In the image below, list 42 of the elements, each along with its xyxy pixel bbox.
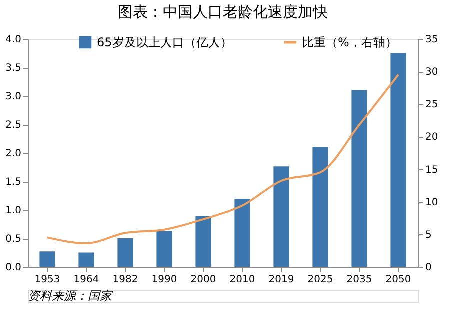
bar	[390, 53, 406, 267]
bar	[352, 90, 368, 267]
x-tick-label: 2019	[268, 274, 294, 286]
text: 资料来源：国家	[28, 289, 114, 303]
bar	[312, 147, 328, 267]
legend-label: 65岁及以上人口（亿人）	[97, 36, 232, 50]
y-tick-label: 1.5	[6, 177, 22, 188]
x-tick-label: 1990	[152, 274, 178, 286]
x-tick-label: 2000	[190, 274, 216, 286]
y2-tick-label: 30	[426, 67, 438, 78]
y-tick-label: 0.0	[6, 262, 22, 274]
bar	[274, 166, 290, 267]
x-tick-label: 2035	[346, 274, 372, 286]
y-tick-label: 2.5	[6, 120, 22, 131]
y2-tick-label: 35	[426, 34, 438, 46]
y2-tick-label: 15	[426, 164, 438, 176]
y2-tick-label: 10	[426, 197, 438, 208]
y2-tick-label: 5	[426, 230, 432, 241]
y-tick-label: 2.0	[6, 148, 22, 160]
bar	[156, 231, 172, 267]
x-tick-label: 1982	[112, 274, 138, 286]
bar	[40, 252, 56, 267]
legend-label: 比重（%，右轴）	[302, 36, 398, 50]
x-tick-label: 1953	[34, 274, 60, 286]
line-series	[46, 74, 400, 245]
bar	[118, 238, 134, 267]
x-tick-label: 2050	[386, 274, 412, 286]
y-tick-label: 4.0	[6, 34, 22, 46]
y2-tick-label: 20	[426, 132, 438, 144]
y-tick-label: 3.5	[6, 63, 22, 74]
y2-tick-label: 0	[426, 262, 432, 274]
y2-tick-label: 25	[426, 100, 438, 111]
y-tick-label: 1.0	[6, 206, 22, 216]
x-tick-label: 2010	[230, 274, 256, 286]
x-tick-label: 1964	[74, 274, 100, 286]
bar	[78, 252, 94, 267]
x-tick-label: 2025	[308, 274, 334, 286]
y-tick-label: 3.0	[6, 92, 22, 102]
bar	[234, 199, 250, 267]
bar	[196, 216, 212, 267]
chart-title: 图表：中国人口老龄化速度加快	[118, 3, 328, 21]
y-tick-label: 0.5	[6, 234, 22, 245]
